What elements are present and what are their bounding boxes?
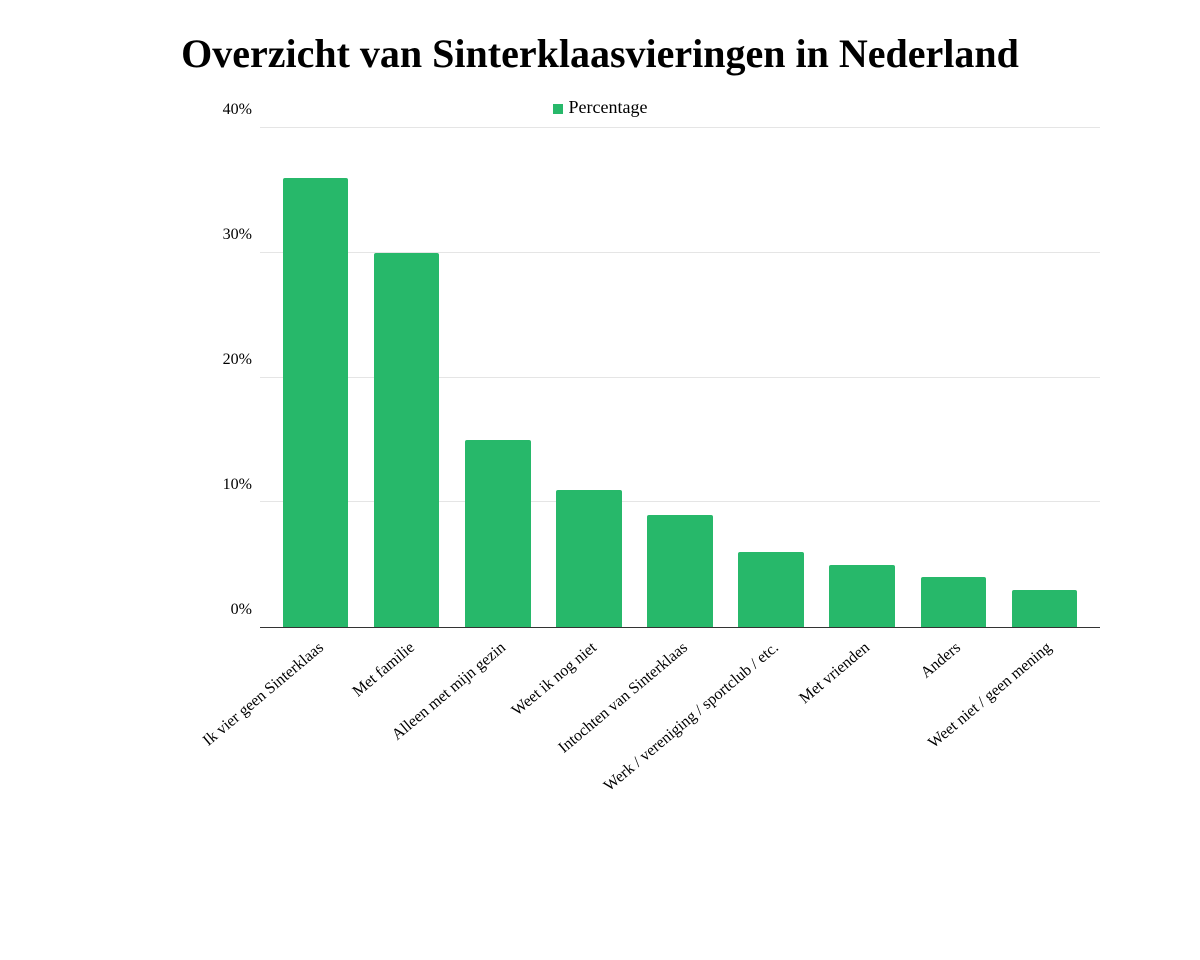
x-axis-label: Ik vier geen Sinterklaas — [199, 639, 327, 750]
legend-marker-icon — [553, 104, 563, 114]
bar — [738, 552, 804, 627]
x-axis-label: Anders — [918, 639, 965, 682]
bar — [374, 253, 440, 627]
bar — [647, 515, 713, 627]
y-tick-label: 10% — [223, 476, 252, 494]
x-axis-label: Met vrienden — [797, 639, 874, 708]
legend-label: Percentage — [569, 97, 648, 117]
bar-slot — [634, 128, 725, 627]
bar-slot — [908, 128, 999, 627]
x-axis-label: Met familie — [349, 639, 418, 701]
bar — [829, 565, 895, 627]
bar-slot — [361, 128, 452, 627]
bars-container — [260, 128, 1100, 627]
bar — [465, 440, 531, 627]
y-axis: 0%10%20%30%40% — [200, 128, 260, 628]
bar — [283, 178, 349, 627]
bar-slot — [817, 128, 908, 627]
x-axis-label: Weet ik nog niet — [509, 639, 601, 720]
chart-title: Overzicht van Sinterklaasvieringen in Ne… — [40, 30, 1160, 77]
bar — [921, 577, 987, 627]
y-tick-label: 20% — [223, 351, 252, 369]
y-tick-label: 0% — [231, 601, 252, 619]
chart-legend: Percentage — [40, 97, 1160, 118]
bar-slot — [270, 128, 361, 627]
bar-slot — [726, 128, 817, 627]
bar — [1012, 590, 1078, 627]
chart-area: 0%10%20%30%40% Ik vier geen SinterklaasM… — [260, 128, 1100, 668]
y-tick-label: 40% — [223, 101, 252, 119]
y-tick-label: 30% — [223, 226, 252, 244]
bar — [556, 490, 622, 627]
plot-area: Ik vier geen SinterklaasMet familieAllee… — [260, 128, 1100, 628]
bar-slot — [999, 128, 1090, 627]
bar-slot — [543, 128, 634, 627]
bar-slot — [452, 128, 543, 627]
x-axis-label: Werk / vereniging / sportclub / etc. — [601, 639, 783, 796]
